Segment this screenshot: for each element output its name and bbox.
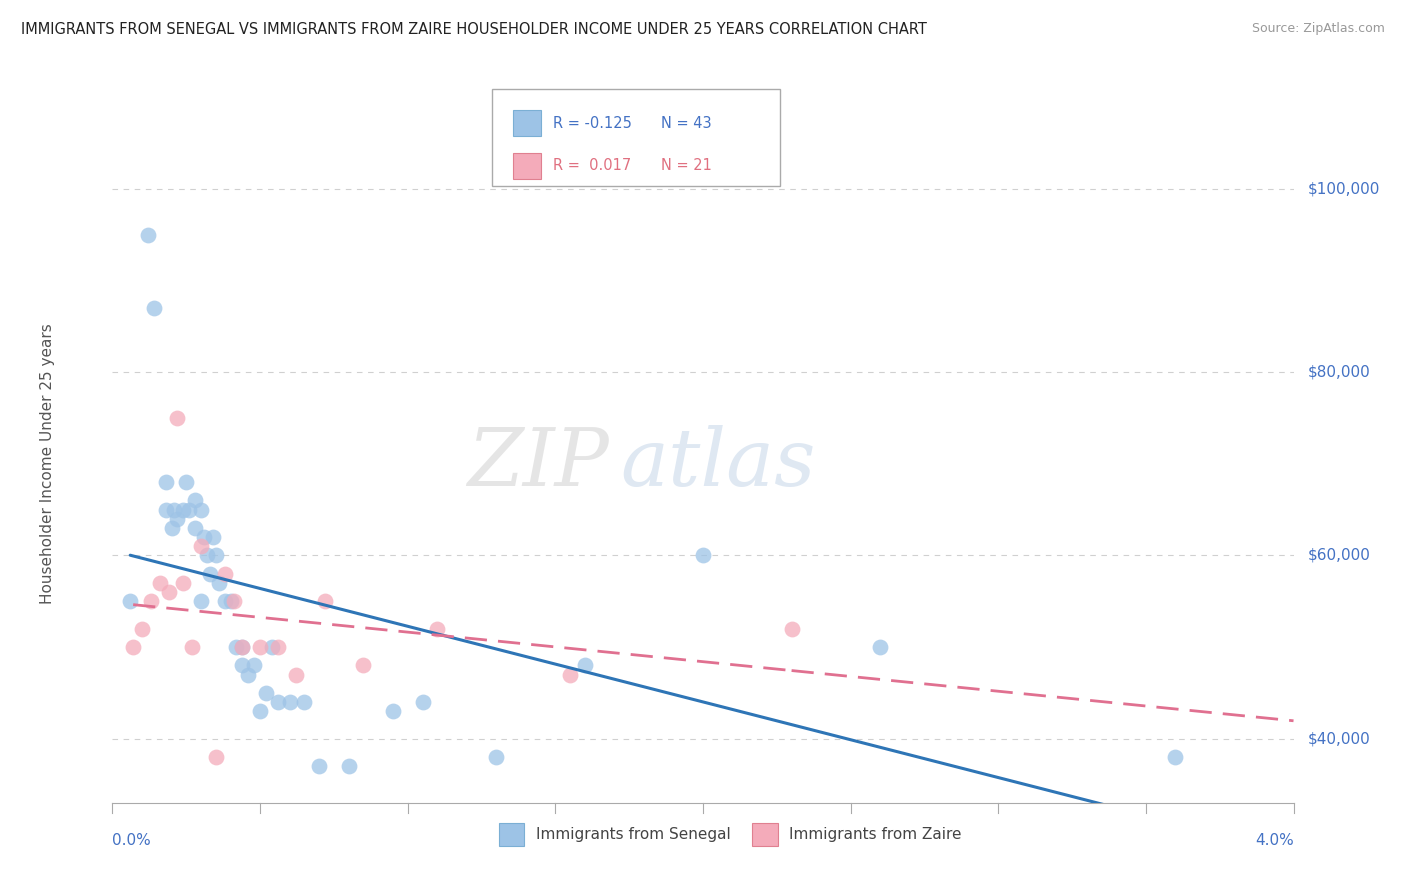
Point [190, 539, 212, 553]
Point [142, 301, 165, 315]
Point [426, 622, 449, 636]
Point [314, 594, 336, 608]
Point [198, 566, 221, 581]
Point [260, 640, 283, 654]
Point [190, 502, 212, 516]
Point [222, 594, 245, 608]
Point [238, 667, 260, 681]
Point [136, 227, 159, 242]
Point [231, 658, 253, 673]
Text: R =  0.017: R = 0.017 [553, 159, 631, 173]
Text: $100,000: $100,000 [1308, 181, 1381, 196]
Point [249, 640, 271, 654]
Text: R = -0.125: R = -0.125 [553, 116, 631, 130]
Point [267, 695, 290, 709]
Point [131, 622, 153, 636]
Point [381, 704, 405, 718]
Point [574, 658, 596, 673]
Point [155, 475, 177, 490]
Text: 4.0%: 4.0% [1254, 833, 1294, 848]
Point [190, 594, 212, 608]
Point [166, 411, 188, 425]
Text: 0.0%: 0.0% [112, 833, 152, 848]
Point [243, 658, 266, 673]
Point [1164, 750, 1187, 764]
Point [225, 640, 247, 654]
Point [412, 695, 434, 709]
Point [184, 493, 207, 508]
Text: Immigrants from Zaire: Immigrants from Zaire [789, 827, 962, 842]
Point [249, 704, 271, 718]
Point [292, 695, 315, 709]
Point [205, 549, 228, 563]
Text: Immigrants from Senegal: Immigrants from Senegal [536, 827, 731, 842]
Point [284, 667, 307, 681]
Point [337, 759, 360, 773]
Point [231, 640, 253, 654]
Point [149, 576, 172, 591]
Point [560, 667, 582, 681]
Point [267, 640, 290, 654]
Point [181, 640, 204, 654]
Point [214, 566, 236, 581]
Point [485, 750, 508, 764]
Text: Source: ZipAtlas.com: Source: ZipAtlas.com [1251, 22, 1385, 36]
Point [231, 640, 253, 654]
Point [179, 502, 201, 516]
Point [193, 530, 215, 544]
Text: atlas: atlas [620, 425, 815, 502]
Point [278, 695, 301, 709]
Point [122, 640, 145, 654]
Text: N = 43: N = 43 [661, 116, 711, 130]
Point [120, 594, 142, 608]
Point [174, 475, 197, 490]
Text: $40,000: $40,000 [1308, 731, 1371, 747]
Point [352, 658, 374, 673]
Point [163, 502, 186, 516]
Point [155, 502, 177, 516]
Point [308, 759, 330, 773]
Point [208, 576, 231, 591]
Point [172, 502, 194, 516]
Point [139, 594, 162, 608]
Point [205, 750, 228, 764]
Point [157, 585, 180, 599]
Point [254, 686, 277, 700]
Point [780, 622, 803, 636]
Point [692, 549, 714, 563]
Text: Householder Income Under 25 years: Householder Income Under 25 years [39, 324, 55, 604]
Point [869, 640, 891, 654]
Text: IMMIGRANTS FROM SENEGAL VS IMMIGRANTS FROM ZAIRE HOUSEHOLDER INCOME UNDER 25 YEA: IMMIGRANTS FROM SENEGAL VS IMMIGRANTS FR… [21, 22, 927, 37]
Point [214, 594, 236, 608]
Text: $60,000: $60,000 [1308, 548, 1371, 563]
Point [184, 521, 207, 535]
Point [219, 594, 242, 608]
Point [166, 512, 188, 526]
Text: ZIP: ZIP [467, 425, 609, 502]
Point [160, 521, 183, 535]
Text: $80,000: $80,000 [1308, 365, 1371, 380]
Point [195, 549, 218, 563]
Point [172, 576, 194, 591]
Text: N = 21: N = 21 [661, 159, 711, 173]
Point [201, 530, 224, 544]
